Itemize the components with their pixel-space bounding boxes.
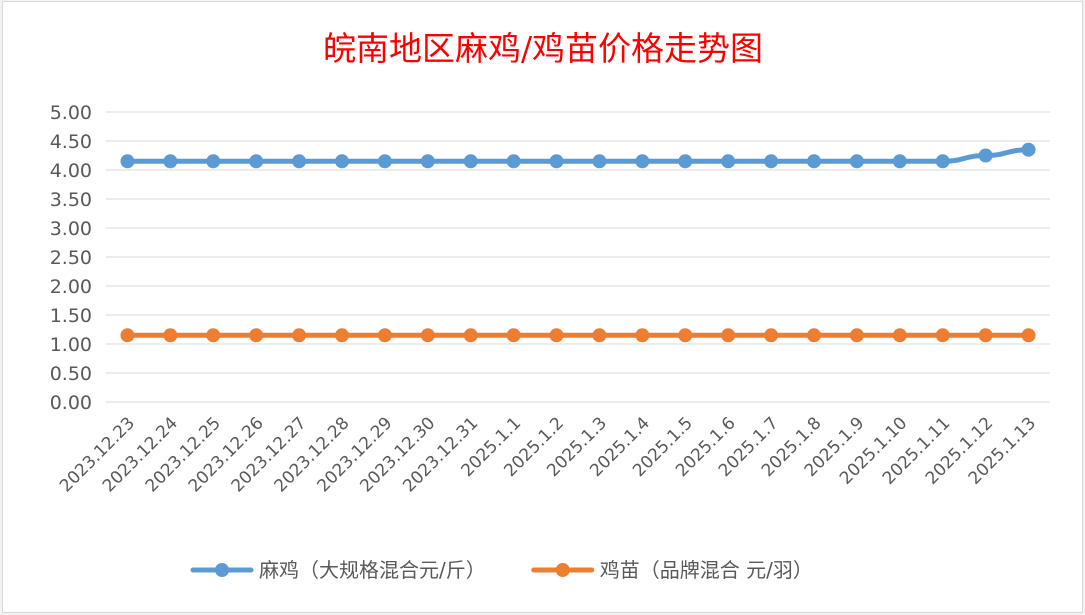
data-point: [892, 154, 907, 169]
data-point: [249, 154, 264, 169]
data-point: [206, 154, 221, 169]
series: [120, 142, 1036, 343]
data-point: [120, 154, 135, 169]
y-tick-label: 1.50: [50, 305, 92, 327]
data-point: [978, 148, 993, 163]
y-tick-label: 4.50: [50, 131, 92, 153]
y-tick-label: 5.00: [50, 102, 92, 124]
data-point: [849, 154, 864, 169]
data-point: [206, 328, 221, 343]
y-tick-label: 1.00: [50, 334, 92, 356]
data-point: [978, 328, 993, 343]
line-chart: 皖南地区麻鸡/鸡苗价格走势图 0.00 0.50 1.00 1.50 2.00 2.50 3…: [50, 29, 1050, 582]
y-tick-label: 3.00: [50, 218, 92, 240]
legend-label: 鸡苗（品牌混合 元/羽）: [600, 558, 813, 582]
series-line: [124, 147, 1032, 164]
legend-point-marker: [555, 563, 570, 577]
data-point: [335, 154, 349, 169]
data-point: [764, 328, 779, 343]
x-axis-ticks: 2023.12.232023.12.242023.12.252023.12.26…: [56, 413, 1040, 496]
data-point: [120, 328, 135, 343]
y-tick-label: 3.50: [50, 189, 92, 211]
data-point: [463, 328, 478, 343]
data-point: [1021, 142, 1036, 157]
y-axis-ticks: 0.00 0.50 1.00 1.50 2.00 2.50 3.00 3.50 4.00 4.50…: [50, 102, 92, 414]
data-point: [635, 328, 650, 343]
data-point: [249, 328, 264, 343]
data-point: [463, 154, 478, 169]
data-point: [592, 154, 607, 169]
data-point: [935, 328, 950, 343]
data-point: [592, 328, 607, 343]
gridlines: [106, 111, 1050, 403]
y-tick-label: 4.00: [50, 160, 92, 182]
data-point: [335, 328, 349, 343]
data-point: [377, 328, 392, 343]
data-point: [678, 328, 693, 343]
data-point: [892, 328, 907, 343]
y-tick-label: 2.50: [50, 247, 92, 269]
chart-title: 皖南地区麻鸡/鸡苗价格走势图: [323, 29, 763, 68]
data-point: [549, 328, 564, 343]
data-point: [721, 328, 736, 343]
data-point: [849, 328, 864, 343]
series-2: [120, 328, 1036, 343]
data-point: [807, 328, 821, 343]
legend-item-1: 麻鸡（大规格混合元/斤）: [190, 558, 486, 582]
data-point: [807, 154, 821, 169]
data-point: [163, 328, 178, 343]
data-point: [292, 154, 307, 169]
data-point: [163, 154, 178, 169]
legend-point-marker: [215, 563, 229, 577]
data-point: [549, 154, 564, 169]
legend-item-2: 鸡苗（品牌混合 元/羽）: [531, 558, 813, 582]
legend-label: 麻鸡（大规格混合元/斤）: [259, 558, 486, 582]
data-point: [420, 328, 435, 343]
data-point: [764, 154, 779, 169]
data-point: [1021, 328, 1036, 343]
y-tick-label: 0.50: [50, 363, 92, 385]
data-point: [377, 154, 392, 169]
y-tick-label: 0.00: [50, 392, 92, 414]
data-point: [420, 154, 435, 169]
series-1: [120, 142, 1036, 169]
data-point: [506, 328, 521, 343]
data-point: [292, 328, 307, 343]
legend: 麻鸡（大规格混合元/斤） 鸡苗（品牌混合 元/羽）: [190, 558, 813, 582]
data-point: [635, 154, 650, 169]
data-point: [678, 154, 693, 169]
y-tick-label: 2.00: [50, 276, 92, 298]
data-point: [935, 154, 950, 169]
data-point: [506, 154, 521, 169]
data-point: [721, 154, 736, 169]
